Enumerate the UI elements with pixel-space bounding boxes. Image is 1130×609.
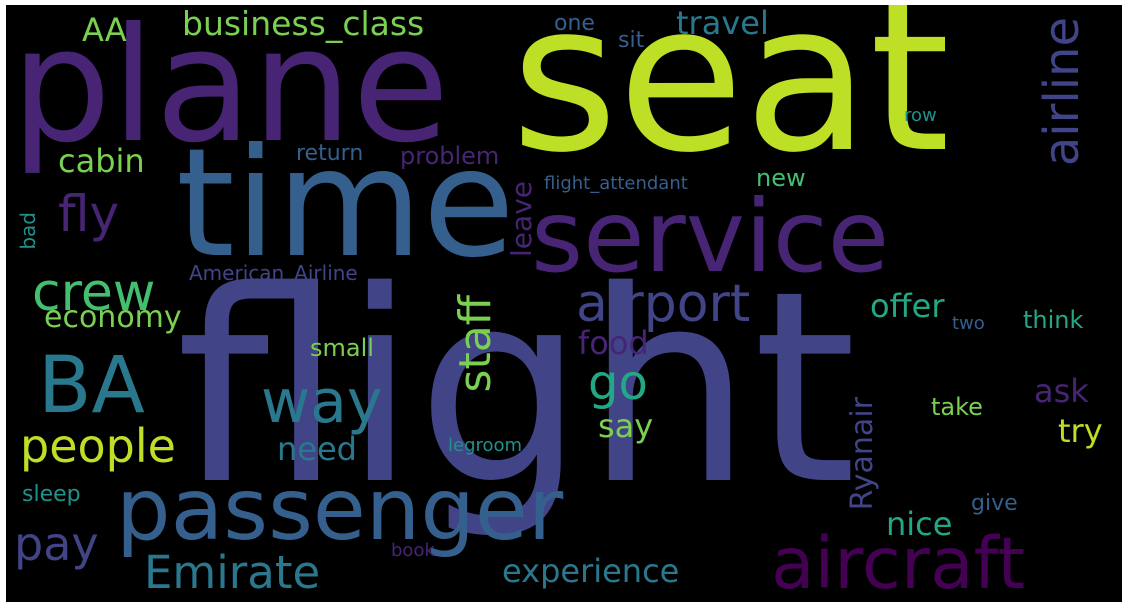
word-aircraft: aircraft	[771, 522, 1026, 602]
word-economy: economy	[44, 300, 182, 335]
word-legroom: legroom	[448, 435, 523, 456]
word-cabin: cabin	[58, 142, 145, 180]
word-think: think	[1023, 306, 1084, 334]
word-sleep: sleep	[22, 482, 81, 507]
word-airport: airport	[576, 274, 751, 334]
word-passenger: passenger	[116, 460, 564, 560]
word-two: two	[952, 313, 985, 334]
word-give: give	[971, 491, 1018, 516]
word-one: one	[554, 11, 595, 36]
word-row: row	[904, 105, 937, 126]
word-bad: bad	[16, 212, 40, 250]
word-ask: ask	[1034, 372, 1089, 410]
word-plane: plane	[11, 5, 450, 178]
word-crew: crew	[32, 263, 156, 323]
word-American_Airline: American_Airline	[189, 261, 358, 285]
word-sit: sit	[618, 28, 645, 53]
word-problem: problem	[400, 142, 500, 170]
word-airline: airline	[1034, 17, 1090, 167]
word-business_class: business_class	[182, 5, 425, 43]
word-food: food	[578, 324, 649, 362]
word-pay: pay	[14, 517, 99, 571]
word-flight_attendant: flight_attendant	[544, 173, 688, 194]
word-go: go	[588, 355, 648, 411]
word-Ryanair: Ryanair	[845, 397, 880, 511]
word-seat: seat	[511, 5, 950, 198]
word-new: new	[756, 164, 806, 192]
word-experience: experience	[502, 552, 680, 590]
word-take: take	[931, 393, 983, 421]
word-travel: travel	[676, 5, 769, 42]
word-need: need	[277, 430, 357, 468]
word-way: way	[261, 367, 383, 437]
word-leave: leave	[505, 181, 538, 257]
word-try: try	[1058, 412, 1103, 450]
word-offer: offer	[870, 287, 945, 325]
word-Emirate: Emirate	[144, 546, 321, 599]
word-say: say	[598, 407, 654, 445]
word-time: time	[176, 117, 515, 291]
word-BA: BA	[38, 341, 145, 431]
word-AA: AA	[82, 11, 127, 49]
word-service: service	[531, 178, 890, 295]
word-fly: fly	[58, 185, 120, 243]
word-nice: nice	[886, 505, 953, 543]
word-people: people	[20, 419, 176, 473]
word-small: small	[310, 334, 374, 362]
word-flight: flight	[176, 235, 857, 543]
word-staff: staff	[450, 295, 501, 393]
word-cloud: flight seat plane time service passenger…	[6, 5, 1122, 602]
word-book: book	[391, 540, 435, 561]
word-return: return	[296, 141, 364, 166]
